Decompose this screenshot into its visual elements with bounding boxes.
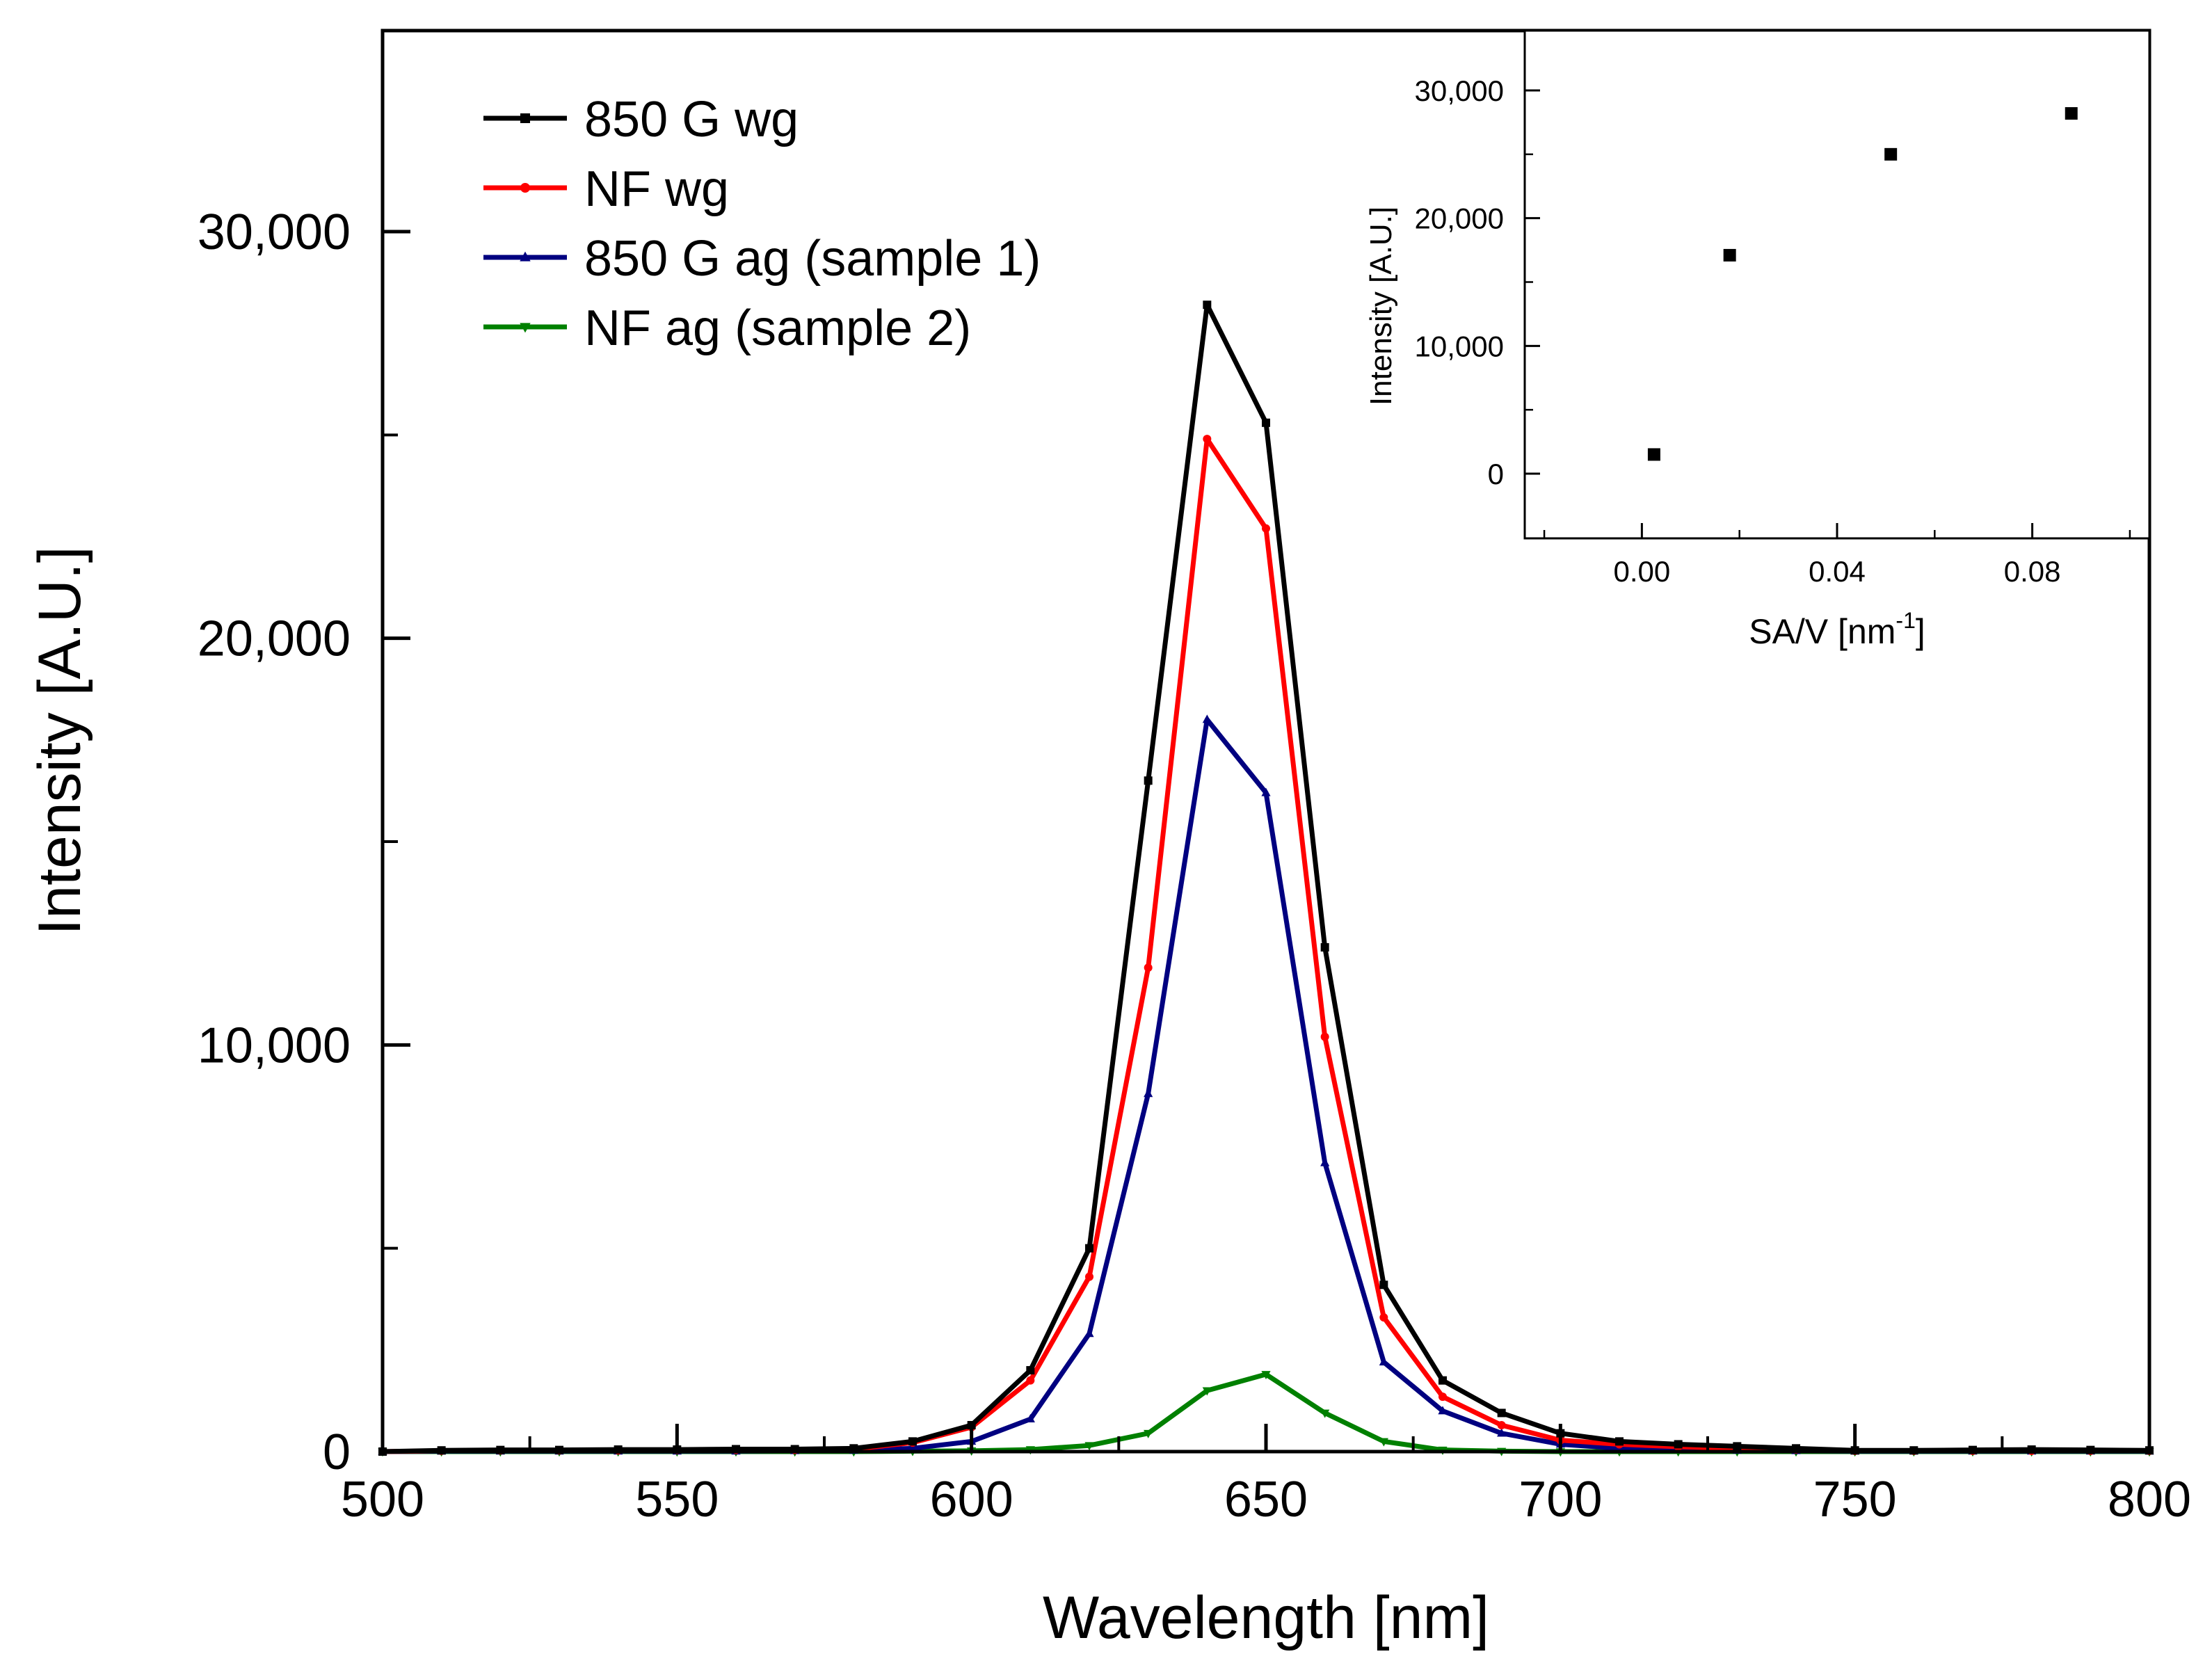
legend-item: NF ag (sample 2) — [483, 300, 971, 356]
main-plot-frame — [380, 29, 2151, 1454]
inset-data-point — [1884, 147, 1898, 161]
legend-swatch-marker — [520, 323, 531, 333]
main-x-tick-label: 800 — [2108, 1472, 2191, 1527]
main-plot: 500 550 600 650 700 750 800 0 10,000 20,000 30,000… — [26, 29, 2191, 1651]
legend-label: NF wg — [584, 161, 729, 217]
data-point — [1202, 1387, 1212, 1396]
data-point — [1085, 1272, 1093, 1281]
data-point — [1084, 1328, 1094, 1338]
main-x-tick-label: 700 — [1518, 1472, 1602, 1527]
data-point — [1025, 1414, 1035, 1423]
data-point — [1320, 1409, 1330, 1418]
data-point — [1438, 1406, 1448, 1415]
data-point — [1203, 435, 1212, 444]
inset-x-tick-label: 0.04 — [1809, 555, 1866, 588]
legend-item: NF wg — [483, 161, 729, 217]
data-point — [1261, 1371, 1271, 1380]
inset-y-axis-label: Intensity [A.U.] — [1364, 207, 1398, 406]
data-point — [1203, 300, 1212, 310]
data-point — [1379, 1438, 1388, 1447]
inset-data-point — [2065, 107, 2078, 120]
data-point — [1733, 1442, 1742, 1451]
inset-points-group — [1647, 107, 2078, 461]
legend-swatch-marker — [520, 251, 531, 262]
inset-x-axis-label: SA/V [nm-1] — [1749, 608, 1925, 651]
data-point — [1320, 943, 1329, 952]
data-point — [1497, 1408, 1506, 1418]
data-point — [1144, 1429, 1153, 1438]
legend-label: NF ag (sample 2) — [584, 300, 971, 356]
data-point — [1262, 524, 1270, 533]
inset-data-point — [1647, 448, 1660, 461]
data-point — [1674, 1440, 1683, 1449]
inset-background — [1525, 31, 2149, 538]
data-point — [1379, 1357, 1388, 1366]
data-point — [1262, 418, 1270, 427]
main-axis-ticks: 500 550 600 650 700 750 800 0 10,000 20,000 30,000 — [198, 204, 2191, 1527]
legend-swatch-marker — [520, 113, 530, 123]
data-point — [1497, 1420, 1506, 1429]
data-point — [1261, 787, 1271, 796]
inset-plot: 0.00 0.04 0.08 0 10,000 20,000 30,000 SA/V [nm… — [1364, 29, 2151, 651]
data-point — [908, 1437, 917, 1446]
main-y-tick-label: 0 — [323, 1424, 351, 1480]
legend-swatch-marker — [520, 183, 530, 193]
data-point — [1026, 1366, 1035, 1375]
main-y-axis-label: Intensity [A.U.] — [26, 546, 93, 935]
data-point — [1026, 1376, 1035, 1385]
data-point — [1379, 1280, 1388, 1290]
legend-item: 850 G ag (sample 1) — [483, 231, 1041, 287]
data-point — [1085, 1244, 1093, 1253]
main-y-tick-label: 30,000 — [198, 204, 351, 260]
main-x-tick-label: 650 — [1224, 1472, 1308, 1527]
legend-label: 850 G ag (sample 1) — [584, 231, 1041, 287]
inset-x-tick-label: 0.00 — [1614, 555, 1671, 588]
data-point — [1320, 1032, 1329, 1041]
data-point — [1144, 776, 1153, 785]
data-point — [1615, 1437, 1624, 1446]
main-y-tick-label: 10,000 — [198, 1018, 351, 1073]
inset-plot-frame — [1523, 29, 2151, 540]
legend-label: 850 G wg — [584, 92, 799, 147]
main-x-tick-label: 750 — [1813, 1472, 1897, 1527]
inset-y-tick-label: 20,000 — [1415, 202, 1504, 235]
main-x-tick-label: 550 — [635, 1472, 719, 1527]
data-point — [1144, 1089, 1153, 1098]
inset-y-tick-label: 10,000 — [1415, 330, 1504, 362]
data-point — [1497, 1428, 1507, 1437]
data-point — [1438, 1376, 1447, 1385]
data-point — [1438, 1392, 1447, 1402]
inset-data-point — [1723, 248, 1736, 262]
inset-axis-ticks: 0.00 0.04 0.08 0 10,000 20,000 30,000 — [1415, 74, 2131, 588]
data-point — [1320, 1157, 1330, 1166]
inset-x-tick-label: 0.08 — [2004, 555, 2061, 588]
data-point — [1202, 714, 1212, 723]
data-point — [1144, 963, 1153, 972]
main-x-axis-label: Wavelength [nm] — [1043, 1584, 1489, 1651]
main-y-tick-label: 20,000 — [198, 611, 351, 667]
main-x-tick-label: 500 — [341, 1472, 424, 1527]
inset-y-tick-label: 30,000 — [1415, 74, 1504, 107]
data-point — [1379, 1313, 1388, 1322]
data-point — [1084, 1442, 1094, 1451]
inset-y-tick-label: 0 — [1488, 458, 1504, 490]
data-point — [908, 1443, 917, 1452]
main-legend: 850 G wg NF wg 850 G ag (sample 1) NF ag (s… — [483, 92, 1041, 356]
legend-item: 850 G wg — [483, 92, 799, 147]
main-x-tick-label: 600 — [930, 1472, 1013, 1527]
